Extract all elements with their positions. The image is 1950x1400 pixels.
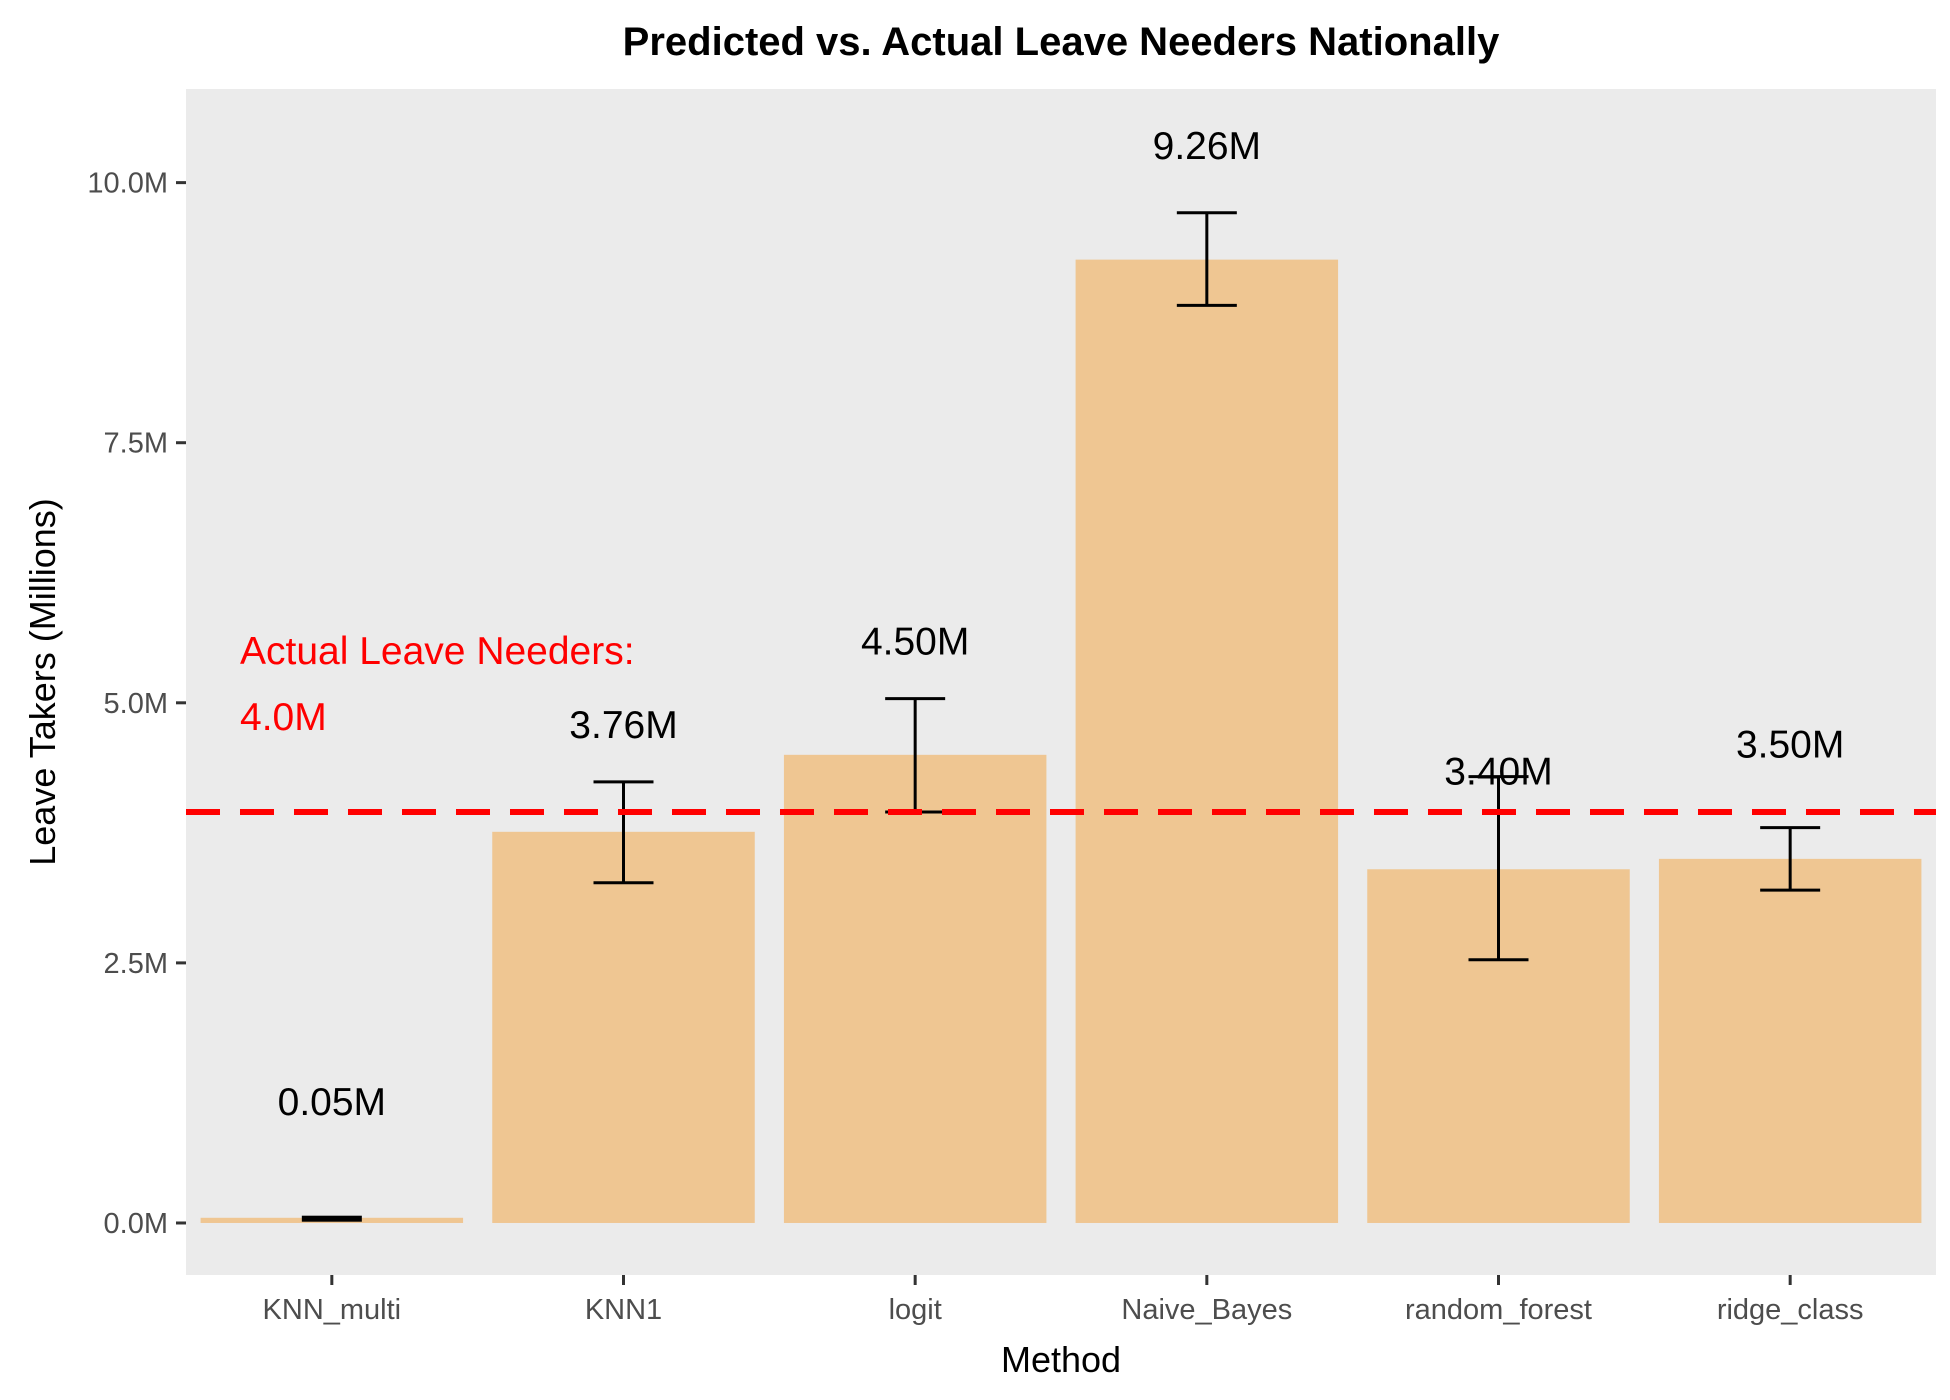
plot-panel xyxy=(186,89,1936,1275)
x-axis: KNN_multi KNN1 logit Naive_Bayes random_fore… xyxy=(263,1275,1864,1326)
y-axis: 0.0M 2.5M 5.0M 7.5M 10.0M xyxy=(87,168,186,1240)
error-bar-body xyxy=(301,1215,362,1222)
x-tick-label: KNN1 xyxy=(585,1294,662,1326)
bar-logit xyxy=(783,754,1047,1223)
error-bar-random_forest xyxy=(1468,775,1529,962)
reference-label-title: Actual Leave Needers: xyxy=(240,630,635,673)
data-labels-group: 0.05M 3.76M 4.50M 9.26M 3.40M 3.50M xyxy=(278,125,1845,1124)
data-label-KNN1: 3.76M xyxy=(569,704,677,747)
data-label-Naive_Bayes: 9.26M xyxy=(1153,125,1261,168)
x-tick-label: logit xyxy=(889,1294,942,1326)
error-bars-group xyxy=(301,211,1821,1222)
error-bar-KNN1 xyxy=(593,780,654,885)
y-tick-label: 7.5M xyxy=(104,428,168,460)
y-tick-label: 10.0M xyxy=(87,168,168,200)
y-tick-label: 2.5M xyxy=(104,948,168,980)
y-axis-title: Leave Takers (Millions) xyxy=(22,498,63,865)
data-label-random_forest: 3.40M xyxy=(1444,751,1552,794)
error-bar-ridge_class xyxy=(1760,826,1821,892)
data-label-KNN_multi: 0.05M xyxy=(278,1081,386,1124)
bar-Naive_Bayes xyxy=(1075,259,1339,1223)
chart-title: Predicted vs. Actual Leave Needers Natio… xyxy=(623,20,1500,64)
error-bar-KNN_multi xyxy=(301,1215,362,1222)
error-bar-Naive_Bayes xyxy=(1176,211,1237,307)
data-label-logit: 4.50M xyxy=(861,621,969,664)
x-tick-label: random_forest xyxy=(1405,1294,1592,1326)
reference-line-group: Actual Leave Needers: 4.0M xyxy=(186,630,1936,816)
bar-KNN1 xyxy=(492,831,755,1223)
x-axis-title: Method xyxy=(1001,1339,1121,1380)
x-tick-label: ridge_class xyxy=(1717,1294,1864,1326)
reference-label-value: 4.0M xyxy=(240,696,327,739)
bar-ridge_class xyxy=(1658,858,1922,1223)
x-tick-label: KNN_multi xyxy=(263,1294,402,1326)
y-tick-label: 5.0M xyxy=(104,688,168,720)
y-tick-label: 0.0M xyxy=(104,1208,168,1240)
data-label-ridge_class: 3.50M xyxy=(1736,724,1844,767)
x-tick-label: Naive_Bayes xyxy=(1121,1294,1292,1326)
